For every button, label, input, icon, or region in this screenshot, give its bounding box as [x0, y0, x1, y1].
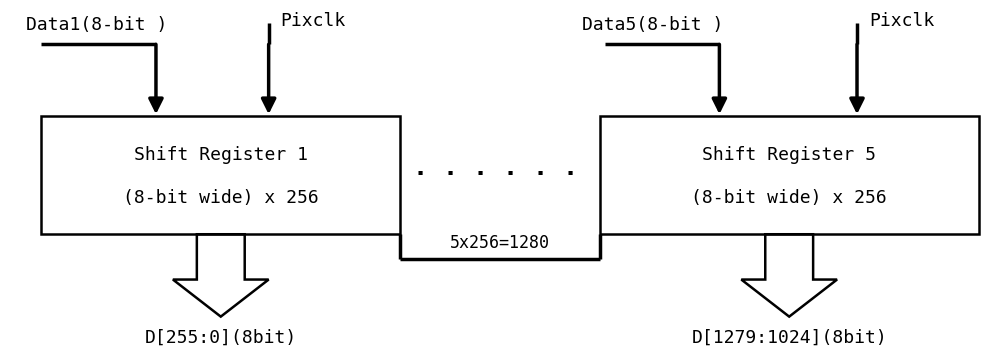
- Text: D[255:0](8bit): D[255:0](8bit): [145, 329, 297, 347]
- Text: Pixclk: Pixclk: [281, 12, 346, 30]
- Text: Shift Register 5: Shift Register 5: [702, 147, 876, 164]
- Text: 5x256=1280: 5x256=1280: [450, 234, 550, 252]
- Text: Pixclk: Pixclk: [869, 12, 934, 30]
- Text: D[1279:1024](8bit): D[1279:1024](8bit): [691, 329, 887, 347]
- Text: Data5(8-bit ): Data5(8-bit ): [582, 16, 723, 34]
- Text: . . . . . .: . . . . . .: [413, 156, 578, 180]
- Bar: [600, 116, 979, 234]
- Text: (8-bit wide) x 256: (8-bit wide) x 256: [123, 190, 319, 208]
- Text: Data1(8-bit ): Data1(8-bit ): [26, 16, 168, 34]
- Bar: [41, 116, 400, 234]
- Text: Shift Register 1: Shift Register 1: [134, 147, 308, 164]
- Text: (8-bit wide) x 256: (8-bit wide) x 256: [691, 190, 887, 208]
